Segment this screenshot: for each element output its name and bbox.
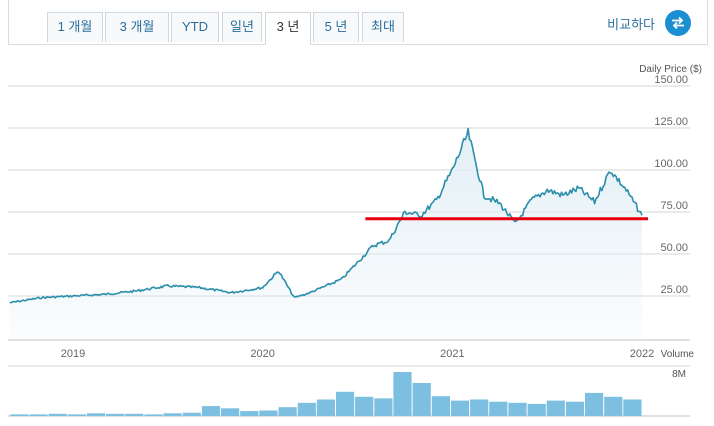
tab-6[interactable]: 5 년 [313,12,359,42]
volume-bar [374,398,393,416]
volume-bar [163,413,182,417]
volume-bar [355,396,374,417]
tab-3[interactable]: YTD [171,12,219,42]
y-tick-label: 150.00 [654,74,688,86]
volume-bar [125,413,144,416]
compare-label: 비교하다 [607,16,655,32]
y-tick-label: 125.00 [654,116,688,128]
x-tick-label: 2021 [440,348,464,360]
compare-button[interactable]: 비교하다 [607,10,691,36]
volume-bar [144,414,163,416]
volume-bar [412,383,431,416]
volume-bar [431,396,450,416]
volume-bar [336,391,355,416]
volume-bar [201,406,221,416]
y-axis-label: Daily Price ($) [639,64,702,75]
volume-bar [565,401,585,416]
volume-bar [450,400,470,416]
volume-bar [297,402,316,416]
volume-bar [221,408,240,416]
tab-4[interactable]: 일년 [222,12,262,42]
price-area [9,128,643,340]
volume-bar [604,396,623,417]
volume-bar [86,413,106,417]
x-tick-label: 2020 [250,348,274,360]
y-tick-label: 25.00 [660,284,688,296]
price-axis: 150.00 125.00 100.00 75.00 50.00 25.00 [654,74,688,296]
volume-label: Volume [661,349,695,360]
volume-bar [48,413,67,416]
volume-bar [623,399,642,416]
volume-bar [316,399,335,416]
price-line [9,127,643,304]
volume-series [10,372,642,417]
volume-bar [489,401,508,416]
volume-bar [10,414,29,416]
tab-5[interactable]: 3 년 [265,12,311,45]
volume-bar [546,400,565,416]
x-tick-label: 2019 [61,348,85,360]
y-tick-label: 75.00 [660,200,688,212]
volume-bar [508,402,527,416]
x-tick-label: 2022 [630,348,654,360]
volume-bar [67,414,86,416]
tab-1[interactable]: 1 개월 [47,12,103,42]
volume-bar [527,403,546,416]
volume-bar [259,410,278,416]
volume-bar [106,413,125,416]
time-axis: 2019 2020 2021 2022 [61,348,654,360]
volume-tick: 8M [672,369,686,380]
swap-arrows-icon [665,10,691,36]
volume-bar [393,372,412,416]
price-series [9,127,643,340]
volume-bar [470,399,489,416]
y-tick-label: 50.00 [660,242,688,254]
tab-2[interactable]: 3 개월 [105,12,169,42]
volume-bar [240,411,259,417]
y-tick-label: 100.00 [654,158,688,170]
tab-7[interactable]: 최대 [362,12,404,42]
volume-bar [182,412,201,416]
volume-bar [278,407,297,416]
volume-bar [29,414,48,416]
volume-bar [585,392,604,416]
